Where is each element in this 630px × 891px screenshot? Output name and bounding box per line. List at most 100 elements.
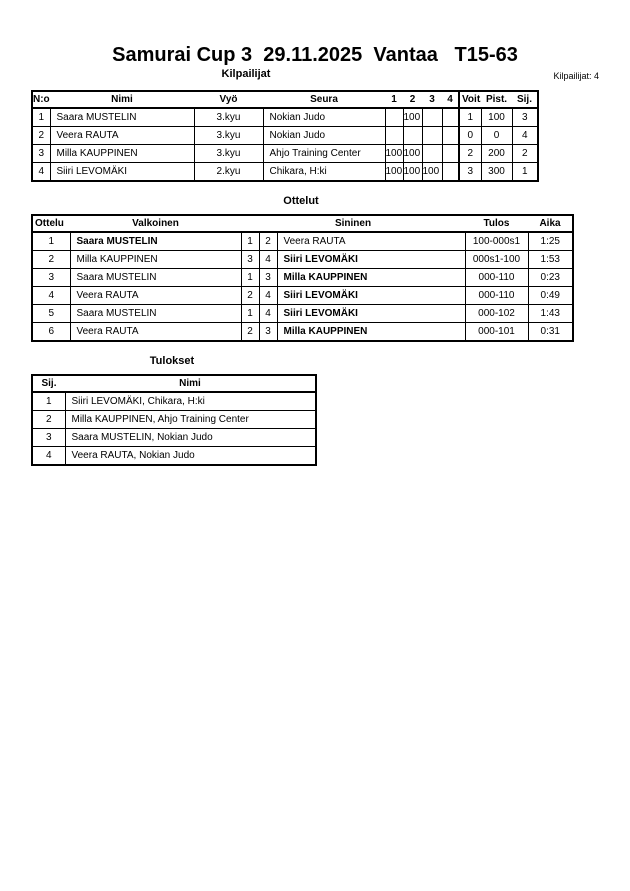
competitor-wins: 3 (458, 162, 482, 182)
results-section-title: Tulokset (149, 355, 195, 367)
competitors-table: N:o Nimi Vyö Seura 1 2 3 4 Voit. Pist. Sij. 1 Saara… (31, 90, 539, 182)
white-competitor: Veera RAUTA (69, 322, 242, 342)
result-name: Siiri LEVOMÄKI, Chikara, H:ki (64, 391, 317, 411)
competitor-wins: 0 (458, 126, 482, 145)
result-place: 1 (31, 391, 66, 411)
column-header: Pist. (481, 90, 512, 109)
white-competitor: Saara MUSTELIN (69, 268, 242, 287)
competitors-section-title: Kilpailijat (221, 68, 271, 80)
competitor-s2: 100 (402, 144, 423, 163)
white-number: 2 (240, 286, 260, 305)
column-header: Vyö (194, 90, 263, 109)
competitor-s1: 100 (384, 144, 404, 163)
white-number: 1 (240, 268, 260, 287)
column-header: 2 (403, 90, 422, 109)
column-header: Sij. (32, 374, 65, 393)
match-number: 3 (31, 268, 71, 287)
column-header: Valkoinen (70, 214, 241, 233)
white-number: 1 (240, 231, 260, 251)
result-row: 4 Veera RAUTA, Nokian Judo (31, 446, 317, 466)
competitor-points: 0 (480, 126, 513, 145)
match-time: 1:25 (527, 231, 574, 251)
match-number: 1 (31, 231, 71, 251)
competitor-row: 2 Veera RAUTA 3.kyu Nokian Judo 0 0 4 (31, 126, 539, 145)
competitor-club: Nokian Judo (262, 107, 386, 127)
competitor-name: Milla KAUPPINEN (49, 144, 195, 163)
column-header: N:o (32, 90, 50, 109)
column-header: Nimi (65, 374, 316, 393)
blue-competitor: Siiri LEVOMÄKI (276, 304, 466, 323)
column-header: 1 (385, 90, 403, 109)
competitor-belt: 2.kyu (193, 162, 264, 182)
result-place: 4 (31, 446, 66, 466)
match-time: 0:49 (527, 286, 574, 305)
match-result: 000-110 (464, 268, 529, 287)
match-result: 100-000s1 (464, 231, 529, 251)
white-competitor: Milla KAUPPINEN (69, 250, 242, 269)
result-row: 3 Saara MUSTELIN, Nokian Judo (31, 428, 317, 447)
competitor-s3 (421, 126, 443, 145)
page-title: Samurai Cup 3 29.11.2025 Vantaa T15-63 (112, 44, 518, 66)
column-header: Sij. (512, 90, 538, 109)
match-number: 4 (31, 286, 71, 305)
competitor-points: 300 (480, 162, 513, 182)
competitor-place: 4 (511, 126, 539, 145)
competitor-name: Veera RAUTA (49, 126, 195, 145)
competitor-s4 (441, 126, 460, 145)
blue-number: 3 (258, 322, 278, 342)
competitor-name: Saara MUSTELIN (49, 107, 195, 127)
competitor-belt: 3.kyu (193, 126, 264, 145)
blue-number: 4 (258, 250, 278, 269)
competitor-points: 200 (480, 144, 513, 163)
result-name: Saara MUSTELIN, Nokian Judo (64, 428, 317, 447)
blue-number: 2 (258, 231, 278, 251)
result-place: 2 (31, 410, 66, 429)
result-name: Veera RAUTA, Nokian Judo (64, 446, 317, 466)
match-time: 1:43 (527, 304, 574, 323)
match-row: 6 Veera RAUTA 2 3 Milla KAUPPINEN 000-101 0:31 (31, 322, 574, 342)
competitor-s2: 100 (402, 162, 423, 182)
match-number: 6 (31, 322, 71, 342)
white-number: 2 (240, 322, 260, 342)
competitor-s3 (421, 144, 443, 163)
white-competitor: Veera RAUTA (69, 286, 242, 305)
competitor-s4 (441, 162, 460, 182)
white-number: 3 (240, 250, 260, 269)
competitor-club: Nokian Judo (262, 126, 386, 145)
competitor-place: 1 (511, 162, 539, 182)
competitor-no: 4 (31, 162, 51, 182)
result-name: Milla KAUPPINEN, Ahjo Training Center (64, 410, 317, 429)
match-result: 000-110 (464, 286, 529, 305)
match-time: 0:23 (527, 268, 574, 287)
results-table: Sij. Nimi 1 Siiri LEVOMÄKI, Chikara, H:ki 2… (31, 374, 317, 466)
competitor-points: 100 (480, 107, 513, 127)
competitor-no: 3 (31, 144, 51, 163)
competitor-s4 (441, 107, 460, 127)
match-time: 1:53 (527, 250, 574, 269)
blue-number: 3 (258, 268, 278, 287)
match-result: 000-102 (464, 304, 529, 323)
blue-competitor: Milla KAUPPINEN (276, 322, 466, 342)
white-competitor: Saara MUSTELIN (69, 304, 242, 323)
competitor-s2 (402, 126, 423, 145)
competitors-count: Kilpailijat: 4 (553, 71, 599, 81)
competitor-name: Siiri LEVOMÄKI (49, 162, 195, 182)
matches-section-title: Ottelut (283, 195, 319, 207)
competitor-place: 3 (511, 107, 539, 127)
white-number: 1 (240, 304, 260, 323)
competitor-s1 (384, 107, 404, 127)
blue-number: 4 (258, 286, 278, 305)
competitor-belt: 3.kyu (193, 144, 264, 163)
competitor-row: 4 Siiri LEVOMÄKI 2.kyu Chikara, H:ki 100 100 1… (31, 162, 539, 182)
blue-number: 4 (258, 304, 278, 323)
blue-competitor: Siiri LEVOMÄKI (276, 250, 466, 269)
match-time: 0:31 (527, 322, 574, 342)
column-header: Nimi (50, 90, 194, 109)
match-number: 5 (31, 304, 71, 323)
result-row: 2 Milla KAUPPINEN, Ahjo Training Center (31, 410, 317, 429)
competitor-s4 (441, 144, 460, 163)
match-row: 2 Milla KAUPPINEN 3 4 Siiri LEVOMÄKI 000s1-10… (31, 250, 574, 269)
match-number: 2 (31, 250, 71, 269)
column-header: Voit. (458, 90, 481, 109)
column-header: Seura (263, 90, 385, 109)
